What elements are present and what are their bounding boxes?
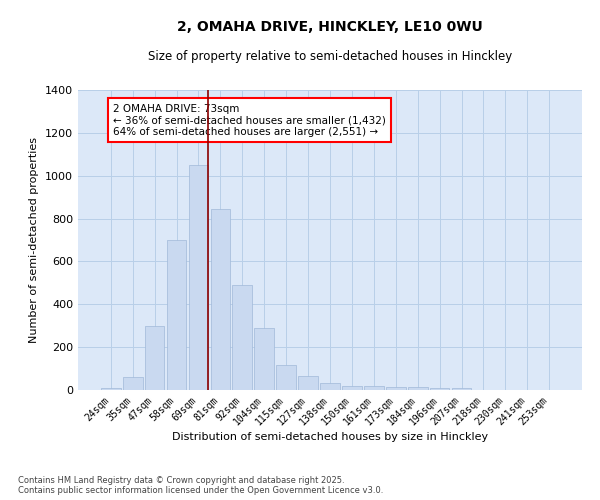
X-axis label: Distribution of semi-detached houses by size in Hinckley: Distribution of semi-detached houses by … (172, 432, 488, 442)
Y-axis label: Number of semi-detached properties: Number of semi-detached properties (29, 137, 40, 343)
Bar (188, 165, 208, 390)
Bar (320, 382, 340, 390)
Text: Size of property relative to semi-detached houses in Hinckley: Size of property relative to semi-detach… (148, 50, 512, 63)
Bar (211, 209, 230, 390)
Bar (167, 240, 187, 390)
Bar (145, 326, 164, 390)
Bar (276, 366, 296, 390)
Bar (342, 386, 362, 390)
Bar (430, 388, 449, 390)
Bar (123, 377, 143, 390)
Bar (254, 328, 274, 390)
Bar (232, 285, 252, 390)
Bar (298, 376, 318, 390)
Text: 2 OMAHA DRIVE: 73sqm
← 36% of semi-detached houses are smaller (1,432)
64% of se: 2 OMAHA DRIVE: 73sqm ← 36% of semi-detac… (113, 104, 386, 136)
Bar (386, 387, 406, 390)
Text: 2, OMAHA DRIVE, HINCKLEY, LE10 0WU: 2, OMAHA DRIVE, HINCKLEY, LE10 0WU (177, 20, 483, 34)
Bar (408, 388, 428, 390)
Bar (101, 388, 121, 390)
Bar (452, 388, 472, 390)
Text: Contains HM Land Registry data © Crown copyright and database right 2025.
Contai: Contains HM Land Registry data © Crown c… (18, 476, 383, 495)
Bar (364, 386, 384, 390)
